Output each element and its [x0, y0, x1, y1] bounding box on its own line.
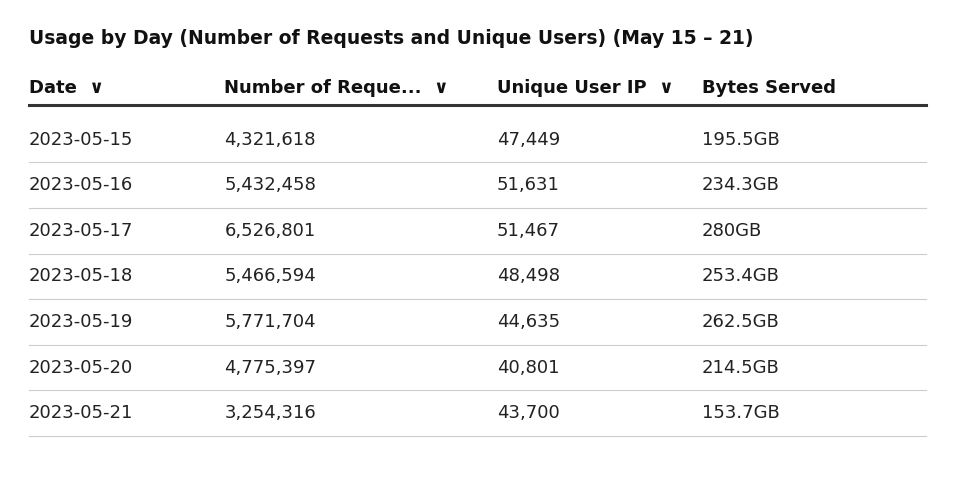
Text: 2023-05-16: 2023-05-16	[29, 176, 133, 194]
Text: 44,635: 44,635	[497, 313, 560, 331]
Text: 48,498: 48,498	[497, 268, 560, 285]
Text: 47,449: 47,449	[497, 131, 560, 148]
Text: 2023-05-18: 2023-05-18	[29, 268, 133, 285]
Text: 4,321,618: 4,321,618	[224, 131, 316, 148]
Text: 6,526,801: 6,526,801	[224, 222, 316, 240]
Text: 51,467: 51,467	[497, 222, 560, 240]
Text: 5,771,704: 5,771,704	[224, 313, 316, 331]
Text: 5,432,458: 5,432,458	[224, 176, 316, 194]
Text: 214.5GB: 214.5GB	[702, 359, 779, 376]
Text: Date  ∨: Date ∨	[29, 79, 104, 97]
Text: 4,775,397: 4,775,397	[224, 359, 316, 376]
Text: 3,254,316: 3,254,316	[224, 404, 316, 422]
Text: Number of Reque...  ∨: Number of Reque... ∨	[224, 79, 449, 97]
Text: 2023-05-21: 2023-05-21	[29, 404, 133, 422]
Text: 195.5GB: 195.5GB	[702, 131, 779, 148]
Text: 43,700: 43,700	[497, 404, 560, 422]
Text: 153.7GB: 153.7GB	[702, 404, 779, 422]
Text: 2023-05-17: 2023-05-17	[29, 222, 133, 240]
Text: 2023-05-15: 2023-05-15	[29, 131, 133, 148]
Text: Unique User IP  ∨: Unique User IP ∨	[497, 79, 673, 97]
Text: Bytes Served: Bytes Served	[702, 79, 836, 97]
Text: 5,466,594: 5,466,594	[224, 268, 316, 285]
Text: 51,631: 51,631	[497, 176, 560, 194]
Text: 2023-05-19: 2023-05-19	[29, 313, 133, 331]
Text: 280GB: 280GB	[702, 222, 762, 240]
Text: Usage by Day (Number of Requests and Unique Users) (May 15 – 21): Usage by Day (Number of Requests and Uni…	[29, 29, 753, 49]
Text: 262.5GB: 262.5GB	[702, 313, 779, 331]
Text: 2023-05-20: 2023-05-20	[29, 359, 133, 376]
Text: 253.4GB: 253.4GB	[702, 268, 780, 285]
Text: 234.3GB: 234.3GB	[702, 176, 780, 194]
Text: 40,801: 40,801	[497, 359, 559, 376]
